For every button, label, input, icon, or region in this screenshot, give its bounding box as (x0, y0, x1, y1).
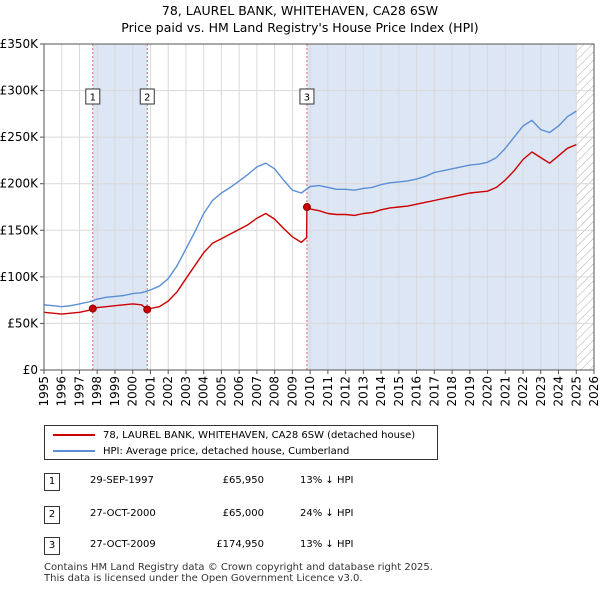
x-tick-label: 2001 (143, 376, 157, 407)
sale-date: 27-OCT-2000 (90, 508, 156, 519)
x-tick-label: 2009 (285, 376, 299, 407)
plot-frame (43, 43, 595, 371)
sale-hpi-diff: 13% ↓ HPI (300, 475, 354, 486)
x-tick-label: 2011 (321, 376, 335, 407)
sale-point (88, 304, 97, 313)
x-tick-label: 2012 (339, 376, 353, 407)
x-tick-label: 2005 (214, 376, 228, 407)
chart-title: 78, LAUREL BANK, WHITEHAVEN, CA28 6SW Pr… (0, 2, 600, 36)
x-tick-label: 2017 (427, 376, 441, 407)
x-tick-label: 2018 (445, 376, 459, 407)
x-tick-label: 2014 (374, 376, 388, 407)
price-chart: 1 2 3 £0 £50K £100K £150K £200K £250K £300K £350K… (0, 37, 600, 407)
y-tick-label: £0 (23, 363, 38, 377)
sale-label-box (139, 88, 155, 105)
sale-point (143, 305, 152, 314)
x-tick-label: 2008 (268, 376, 282, 407)
sale-badge: 3 (44, 537, 60, 555)
sale-label-text: 3 (304, 93, 310, 104)
x-tick-label: 2013 (356, 376, 370, 407)
sale-badge: 2 (44, 506, 60, 524)
x-tick-label: 2004 (197, 376, 211, 407)
chart-title-line1: 78, LAUREL BANK, WHITEHAVEN, CA28 6SW (161, 3, 439, 18)
x-tick-label: 2000 (126, 376, 140, 407)
shaded-range (306, 44, 577, 370)
x-tick-label: 2022 (516, 376, 530, 407)
footer: Contains HM Land Registry data © Crown c… (44, 562, 433, 584)
sale-badge: 1 (44, 473, 60, 491)
legend-label-hpi: HPI: Average price, detached house, Cumb… (103, 446, 350, 457)
sale-price: £65,000 (222, 508, 264, 519)
y-tick-label: £50K (7, 316, 39, 330)
x-tick-label: 2020 (481, 376, 495, 407)
sale-hpi-diff: 24% ↓ HPI (300, 508, 354, 519)
legend-label-property: 78, LAUREL BANK, WHITEHAVEN, CA28 6SW (d… (103, 430, 416, 441)
y-tick-label: £150K (0, 223, 39, 237)
y-tick-label: £350K (0, 37, 39, 51)
sale-row-3: 3 27-OCT-2009 £174,950 13% ↓ HPI (44, 537, 444, 555)
x-tick-label: 2024 (552, 376, 566, 407)
x-tick-label: 2010 (303, 376, 317, 407)
legend-swatch-property (53, 434, 95, 436)
sale-date: 29-SEP-1997 (90, 475, 154, 486)
sale-label-text: 1 (90, 93, 96, 104)
y-tick-label: £200K (0, 177, 39, 191)
footer-line1: Contains HM Land Registry data © Crown c… (44, 562, 433, 573)
sale-price: £65,950 (222, 475, 264, 486)
legend-item-property: 78, LAUREL BANK, WHITEHAVEN, CA28 6SW (d… (53, 428, 415, 444)
x-tick-label: 2002 (161, 376, 175, 407)
legend-item-hpi: HPI: Average price, detached house, Cumb… (53, 444, 349, 460)
sale-row-2: 2 27-OCT-2000 £65,000 24% ↓ HPI (44, 506, 444, 524)
y-tick-label: £100K (0, 270, 39, 284)
x-tick-label: 2026 (587, 376, 600, 407)
x-tick-label: 1995 (37, 376, 51, 407)
sale-point (302, 203, 311, 212)
x-tick-label: 2019 (463, 376, 477, 407)
sale-label-text: 2 (144, 93, 150, 104)
x-tick-label: 2023 (534, 376, 548, 407)
chart-title-line2: Price paid vs. HM Land Registry's House … (121, 20, 479, 35)
sale-hpi-diff: 13% ↓ HPI (300, 539, 354, 550)
shaded-range (92, 44, 148, 370)
x-tick-label: 2015 (392, 376, 406, 407)
x-tick-label: 1999 (108, 376, 122, 407)
x-tick-label: 1997 (72, 376, 86, 407)
property-series-line (43, 143, 577, 315)
legend: 78, LAUREL BANK, WHITEHAVEN, CA28 6SW (d… (44, 425, 438, 460)
y-tick-label: £300K (0, 84, 39, 98)
hatched-region (576, 44, 594, 370)
legend-swatch-hpi (53, 450, 95, 452)
x-tick-label: 1996 (55, 376, 69, 407)
x-tick-label: 2003 (179, 376, 193, 407)
x-tick-label: 2025 (569, 376, 583, 407)
sale-label-box (85, 88, 101, 105)
sale-row-1: 1 29-SEP-1997 £65,950 13% ↓ HPI (44, 473, 444, 491)
x-tick-label: 2021 (498, 376, 512, 407)
x-tick-label: 1998 (90, 376, 104, 407)
x-tick-label: 2016 (410, 376, 424, 407)
sale-price: £174,950 (216, 539, 264, 550)
x-tick-label: 2007 (250, 376, 264, 407)
sale-label-box (299, 88, 315, 105)
hpi-series-line (43, 110, 577, 308)
y-tick-label: £250K (0, 130, 39, 144)
sale-date: 27-OCT-2009 (90, 539, 156, 550)
x-tick-label: 2006 (232, 376, 246, 407)
footer-line2: This data is licensed under the Open Gov… (44, 573, 363, 584)
